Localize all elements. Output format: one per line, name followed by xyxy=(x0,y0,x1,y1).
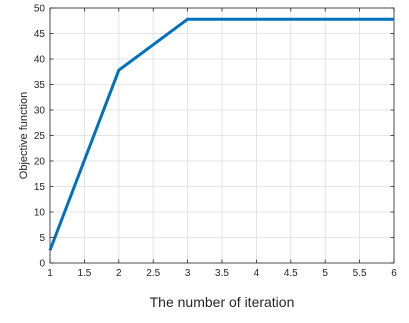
x-tick-label: 5 xyxy=(322,268,328,279)
y-tick-label: 45 xyxy=(34,29,46,40)
y-tick-label: 40 xyxy=(34,55,46,66)
y-tick-label: 5 xyxy=(39,233,45,244)
series-line xyxy=(48,17,394,251)
tick-marks xyxy=(49,7,395,264)
y-tick-label: 35 xyxy=(34,80,46,91)
y-tick-label: 50 xyxy=(34,4,46,15)
y-tick-label: 25 xyxy=(34,131,46,142)
x-tick-label: 4 xyxy=(254,268,260,279)
y-tick-label: 30 xyxy=(34,106,46,117)
x-tick-label: 3 xyxy=(185,268,191,279)
x-tick-label: 2 xyxy=(116,268,122,279)
y-tick-label: 15 xyxy=(34,182,46,193)
x-tick-label: 6 xyxy=(391,268,397,279)
y-tick-label: 10 xyxy=(34,208,46,219)
x-tick-label: 2.5 xyxy=(146,268,160,279)
series-group xyxy=(48,17,395,251)
x-tick-labels: 1 1.5 2 2.5 3 3.5 4 4.5 5 5.5 6 xyxy=(47,268,397,279)
y-axis-label: Objective function xyxy=(18,92,30,179)
x-tick-label: 1.5 xyxy=(77,268,91,279)
y-tick-labels: 0 5 10 15 20 25 30 35 40 45 50 xyxy=(34,4,46,270)
x-tick-label: 3.5 xyxy=(215,268,229,279)
x-tick-label: 4.5 xyxy=(284,268,298,279)
y-tick-label: 0 xyxy=(39,259,45,270)
x-tick-label: 5.5 xyxy=(353,268,367,279)
x-tick-label: 1 xyxy=(47,268,53,279)
y-tick-label: 20 xyxy=(34,157,46,168)
x-axis-label: The number of iteration xyxy=(150,294,295,310)
